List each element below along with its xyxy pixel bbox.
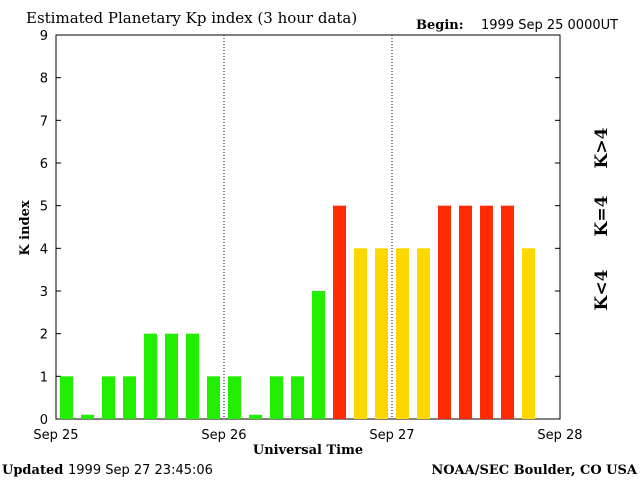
kp-bars: [60, 205, 535, 419]
updated-label: Updated: [2, 463, 63, 478]
begin-label: Begin:: [416, 18, 464, 33]
x-tick-label: Sep 26: [201, 428, 246, 443]
begin-value: 1999 Sep 25 0000UT: [481, 18, 618, 33]
y-tick-label: 6: [40, 157, 48, 172]
y-axis-ticks: 0 1 2 3 4 5 6 7 8 9: [40, 29, 560, 428]
x-tick-label: Sep 27: [369, 428, 414, 443]
kp-bar: [60, 376, 73, 419]
legend-below-4: K<4: [592, 269, 612, 310]
kp-bar: [249, 414, 262, 419]
updated-value: 1999 Sep 27 23:45:06: [68, 463, 213, 478]
plot-frame: [55, 34, 561, 420]
kp-bar: [270, 376, 283, 419]
x-tick-label: Sep 28: [537, 428, 582, 443]
y-tick-label: 1: [40, 370, 48, 385]
x-axis-label: Universal Time: [253, 443, 363, 458]
x-axis-ticks: Sep 25 Sep 26 Sep 27 Sep 28: [33, 428, 582, 443]
y-tick-label: 3: [40, 285, 48, 300]
y-tick-label: 7: [40, 114, 48, 129]
kp-bar: [333, 205, 346, 419]
kp-bar: [480, 205, 493, 419]
y-tick-label: 2: [40, 328, 48, 343]
kp-bar: [123, 376, 136, 419]
kp-bar: [354, 248, 367, 419]
day-separators: [223, 35, 393, 419]
y-tick-label: 5: [40, 200, 48, 215]
kp-bar: [459, 205, 472, 419]
kp-bar: [501, 205, 514, 419]
kp-bar: [438, 205, 451, 419]
y-tick-label: 9: [40, 29, 48, 44]
y-tick-label: 8: [40, 72, 48, 87]
x-tick-label: Sep 25: [33, 428, 78, 443]
y-axis-label: K index: [18, 200, 33, 256]
kp-bar: [207, 376, 220, 419]
kp-bar: [312, 291, 325, 419]
kp-bar: [375, 248, 388, 419]
kp-bar: [291, 376, 304, 419]
kp-bar: [81, 414, 94, 419]
kp-bar: [396, 248, 409, 419]
y-tick-label: 0: [40, 413, 48, 428]
kp-bar: [417, 248, 430, 419]
kp-bar: [186, 333, 199, 419]
kp-bar: [102, 376, 115, 419]
kp-bar: [522, 248, 535, 419]
y-tick-label: 4: [40, 242, 48, 257]
legend-equal-4: K=4: [592, 195, 612, 236]
legend-above-4: K>4: [592, 127, 612, 168]
chart-title: Estimated Planetary Kp index (3 hour dat…: [26, 9, 357, 27]
kp-bar: [228, 376, 241, 419]
kp-bar: [144, 333, 157, 419]
source-credit: NOAA/SEC Boulder, CO USA: [431, 463, 638, 478]
kp-bar: [165, 333, 178, 419]
